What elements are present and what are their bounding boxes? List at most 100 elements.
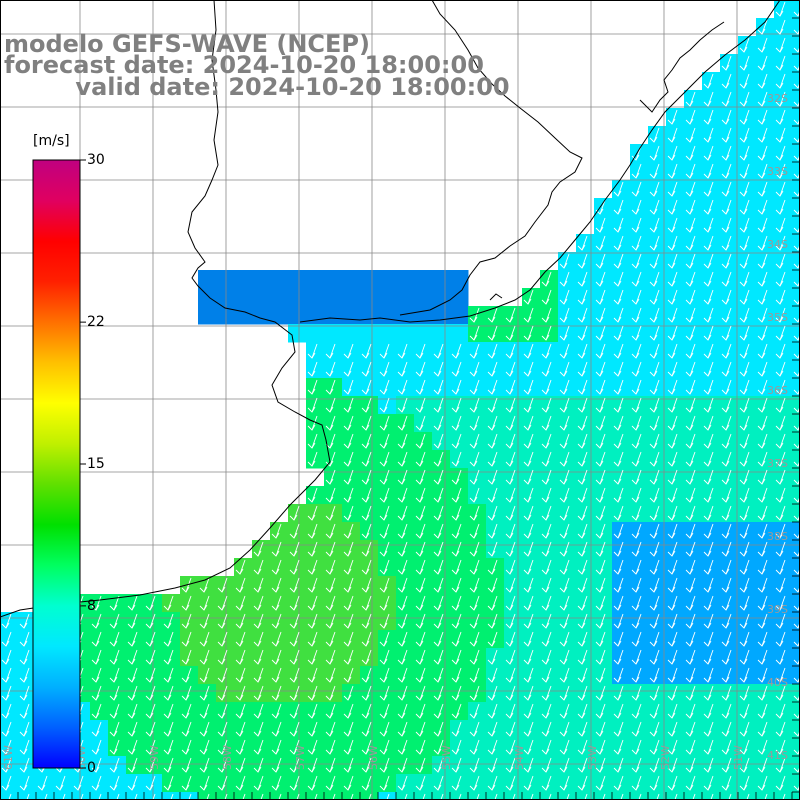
wind-cell [414, 576, 433, 595]
wind-arrow [541, 325, 552, 341]
wind-arrow [451, 559, 462, 575]
wind-cell [306, 540, 325, 559]
longitude-label: 58W [221, 745, 234, 770]
wind-cell [540, 270, 559, 289]
wind-arrow [505, 685, 516, 701]
wind-arrow [350, 793, 354, 800]
wind-arrow [307, 505, 318, 521]
wind-cell [432, 612, 451, 631]
wind-cell [756, 18, 775, 37]
wind-cell [540, 648, 559, 667]
wind-arrow [793, 621, 800, 629]
wind-cell [612, 774, 631, 793]
wind-cell [522, 792, 541, 800]
wind-cell [756, 54, 775, 73]
wind-cell [576, 396, 595, 415]
wind-arrow [397, 739, 408, 755]
wind-arrow [109, 703, 120, 719]
wind-cell [630, 270, 649, 289]
wind-cell [216, 630, 235, 649]
wind-arrow [307, 775, 318, 791]
wind-cell [540, 540, 559, 559]
wind-cell [414, 486, 433, 505]
wind-cell [540, 324, 559, 343]
wind-arrow [739, 91, 750, 107]
wind-cell [396, 666, 415, 685]
wind-cell [216, 792, 235, 800]
wind-cell [792, 720, 800, 739]
wind-arrow [559, 757, 570, 773]
wind-arrow [307, 649, 318, 665]
wind-arrow [19, 631, 30, 647]
wind-cell [594, 252, 613, 271]
wind-arrow [415, 343, 426, 359]
wind-arrow [325, 541, 336, 557]
wind-arrow [289, 559, 300, 575]
wind-arrow [289, 613, 300, 629]
wind-arrow [757, 685, 768, 701]
wind-arrow [685, 541, 696, 557]
wind-arrow [703, 199, 714, 215]
wind-arrow [721, 757, 732, 773]
wind-cell [216, 756, 235, 775]
wind-cell [162, 666, 181, 685]
wind-arrow [361, 415, 372, 431]
wind-cell [432, 738, 451, 757]
wind-arrow [91, 667, 102, 683]
wind-arrow [433, 559, 444, 575]
wind-cell [360, 270, 379, 289]
wind-cell [576, 612, 595, 631]
wind-cell [162, 684, 181, 703]
wind-arrow [703, 361, 714, 377]
wind-arrow [721, 739, 732, 755]
wind-cell [684, 90, 703, 109]
wind-cell [108, 738, 127, 757]
wind-cell [648, 792, 667, 800]
longitude-label: 51W [732, 745, 745, 770]
wind-cell [774, 396, 793, 415]
wind-cell [522, 324, 541, 343]
wind-cell [306, 792, 325, 800]
wind-arrow [325, 577, 336, 593]
wind-cell [756, 198, 775, 217]
wind-arrow [703, 451, 714, 467]
wind-cell [666, 576, 685, 595]
wind-arrow [523, 343, 534, 359]
wind-arrow [703, 541, 714, 557]
wind-cell [522, 702, 541, 721]
wind-cell [738, 666, 757, 685]
wind-cell [774, 36, 793, 55]
wind-arrow [703, 739, 714, 755]
wind-cell [450, 486, 469, 505]
wind-cell [576, 252, 595, 271]
wind-cell [432, 540, 451, 559]
wind-cell [306, 270, 325, 289]
wind-arrow [559, 469, 570, 485]
wind-arrow [775, 343, 786, 359]
wind-cell [486, 684, 505, 703]
wind-arrow [109, 595, 120, 611]
wind-cell [540, 522, 559, 541]
wind-cell [342, 288, 361, 307]
wind-cell [450, 594, 469, 613]
wind-cell [738, 468, 757, 487]
wind-cell [774, 738, 793, 757]
wind-arrow [631, 541, 642, 557]
wind-cell [450, 522, 469, 541]
wind-cell [648, 756, 667, 775]
wind-cell [486, 720, 505, 739]
wind-arrow [217, 775, 228, 791]
wind-cell [72, 792, 91, 800]
latitude-label: 34S [767, 238, 788, 251]
wind-arrow [595, 613, 606, 629]
wind-cell [432, 468, 451, 487]
wind-cell [540, 342, 559, 361]
wind-cell [738, 378, 757, 397]
wind-arrow [433, 775, 444, 791]
wind-cell [648, 450, 667, 469]
wind-arrow [235, 739, 246, 755]
wind-arrow [487, 397, 498, 413]
wind-arrow [685, 325, 696, 341]
wind-arrow [631, 235, 642, 251]
wind-cell [486, 666, 505, 685]
